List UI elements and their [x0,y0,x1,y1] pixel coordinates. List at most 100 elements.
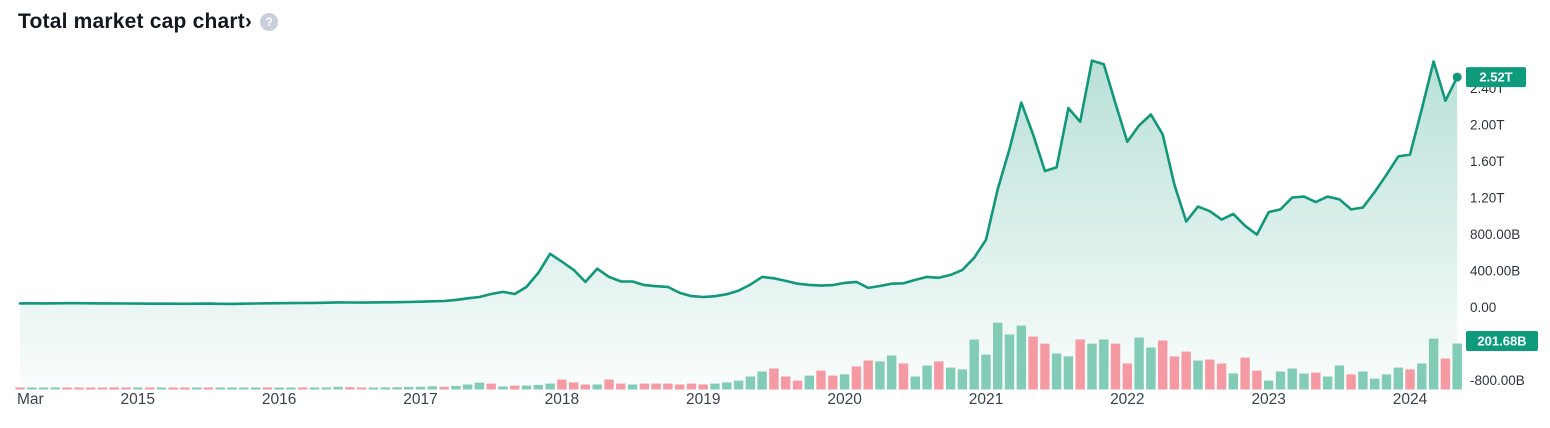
histogram-bar [863,360,873,390]
histogram-bar [1405,369,1415,390]
y-axis-tick: 400.00B [1470,264,1520,279]
chart-header: Total market cap chart› ? [18,10,279,34]
histogram-bar [722,382,732,390]
histogram-bar [792,380,803,390]
histogram-bar [1440,358,1451,390]
histogram-bar [769,368,779,390]
histogram-bar [180,387,190,390]
histogram-bar [1275,371,1286,390]
histogram-bar [215,387,225,390]
histogram-bar [1040,343,1050,390]
chevron-right-icon: › [244,10,253,33]
histogram-bar [781,376,791,390]
histogram-bar [298,387,308,390]
x-axis-label: 2021 [969,391,1003,408]
histogram-bar [368,387,379,390]
x-axis-label: 2024 [1393,391,1428,408]
histogram-bar [1004,334,1015,390]
histogram-bar [262,387,273,390]
histogram-bar [934,361,944,390]
histogram-bar [1228,373,1238,390]
histogram-bar [97,387,108,390]
histogram-bar [675,384,685,390]
y-axis-tick: 0.00 [1470,300,1496,315]
histogram-bar [1205,359,1215,390]
histogram-bar [616,383,626,390]
histogram-bar [1087,343,1097,390]
histogram-bar [1240,357,1250,390]
x-axis-label: 2018 [545,391,579,408]
histogram-bar [910,376,920,390]
histogram-bar [1169,356,1180,390]
histogram-bar [1452,343,1462,390]
histogram-bar [192,387,202,390]
chart-title: Total market cap chart [18,10,245,33]
histogram-bar [333,386,343,390]
histogram-bar [510,385,520,390]
histogram-bar [227,387,237,390]
histogram-bar [1028,336,1038,390]
histogram-bar [1322,376,1333,390]
histogram-bar [1122,363,1132,390]
x-axis-label: 2019 [686,391,720,408]
last-price-badge [1466,67,1526,88]
histogram-bar [1063,356,1074,390]
last-histogram-badge-text: 201.68B [1477,334,1526,349]
y-axis-tick: 1.20T [1470,191,1505,206]
last-price-badge-text: 2.52T [1479,70,1512,85]
histogram-bar [74,387,84,390]
help-icon-glyph: ? [265,15,273,29]
histogram-bar [1110,343,1121,390]
histogram-bar [1381,374,1392,390]
histogram-bar [757,371,767,390]
histogram-bar [356,387,367,390]
histogram-bar [1358,371,1368,390]
histogram-bar [168,387,178,390]
histogram-bar [203,387,214,390]
histogram-bar [969,339,979,390]
histogram-bar [109,387,119,390]
histogram-bar [156,387,167,390]
histogram-bar [604,379,614,390]
histogram-bar [533,384,543,390]
histogram-bar [144,387,155,390]
market-cap-line [18,59,1459,306]
x-axis-label: 2022 [1110,391,1144,408]
histogram-bar [1417,363,1427,390]
histogram-bar [404,387,414,390]
histogram-bar [875,361,885,390]
histogram-bar [62,387,72,390]
histogram-bar [545,383,555,390]
y-axis-tick: 2.00T [1470,118,1505,133]
histogram-bar [133,387,143,390]
histogram-bar [1016,325,1026,390]
histogram-bar [86,387,96,390]
histogram-bar [1428,338,1439,390]
histogram-bar [121,387,131,390]
x-axis-label: 2020 [827,391,862,408]
help-icon[interactable]: ? [260,13,279,31]
histogram-bar [816,370,826,390]
histogram-bar [474,382,485,390]
histogram-bar [309,387,320,390]
last-histogram-badge [1466,331,1538,351]
histogram-bar [580,384,591,390]
histogram-bar [922,365,932,390]
histogram-bar [239,387,249,390]
x-axis-label: Mar [17,391,44,408]
histogram-bar [392,387,402,390]
histogram-bar [663,383,673,390]
histogram-bar [486,383,496,390]
histogram-bar [993,322,1003,390]
histogram-bar [698,384,708,390]
histogram-bar [592,384,602,390]
histogram-bar [15,387,25,390]
chart-title-link[interactable]: Total market cap chart› [18,10,252,34]
series-end-dot [1452,72,1462,82]
histogram-bar [1299,373,1309,390]
histogram-bar [686,383,697,390]
histogram-bar [451,385,461,390]
histogram-bar [415,386,426,390]
histogram-bar [1158,340,1168,390]
